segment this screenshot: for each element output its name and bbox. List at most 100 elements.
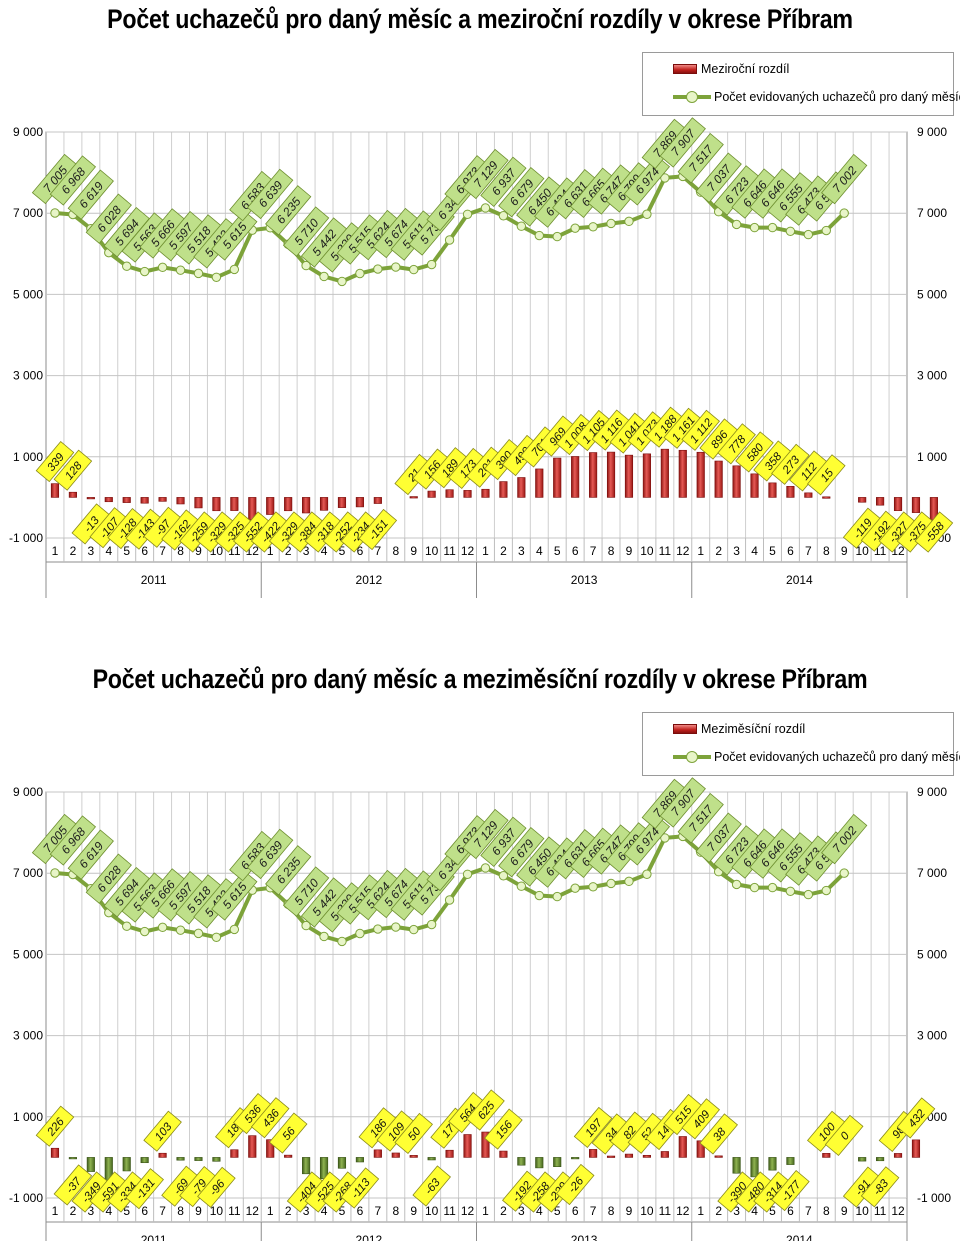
bar-data-label: -96 (197, 1166, 236, 1208)
bar (624, 1153, 634, 1158)
series-point (157, 262, 168, 273)
year-label: 2014 (786, 573, 813, 587)
bar (911, 497, 921, 513)
bar (409, 1155, 418, 1158)
y-tick-label-right: 7 000 (917, 206, 947, 220)
bar (822, 1153, 831, 1158)
legend-item-line: Počet evidovaných uchazečů pro daný měsí… (673, 749, 960, 765)
series-point (157, 922, 168, 933)
x-tick-label: 5 (123, 1204, 130, 1218)
bar (463, 1134, 472, 1158)
bar (373, 497, 382, 504)
year-label: 2012 (356, 1233, 383, 1241)
y-tick-label-right: 9 000 (917, 785, 947, 799)
bar-data-label-bg (412, 1165, 451, 1207)
bar-data-label-bg (35, 441, 75, 483)
series-point (749, 222, 760, 233)
bar (337, 497, 347, 508)
y-tick-label-left: 5 000 (13, 287, 43, 301)
bar-data-label-bg (394, 1112, 433, 1154)
series-point (767, 882, 778, 893)
bar (553, 1157, 562, 1167)
bar-data-label-bg (484, 1108, 523, 1150)
bar (140, 497, 149, 504)
line-data-label-bg (247, 168, 294, 220)
x-tick-label: 5 (554, 544, 561, 558)
series-point (175, 265, 186, 275)
bar (68, 1157, 77, 1160)
x-tick-label: 5 (769, 544, 776, 558)
series-point (211, 932, 222, 942)
series-point (624, 876, 634, 887)
chart-title: Počet uchazečů pro daný měsíc a meziměsí… (92, 664, 868, 694)
y-tick-label-left: 7 000 (13, 866, 43, 880)
bar (176, 497, 185, 505)
bar (176, 1157, 185, 1161)
series-point (229, 924, 240, 935)
x-tick-label: 10 (855, 1204, 869, 1218)
bar (517, 1157, 526, 1166)
x-tick-label: 10 (425, 1204, 439, 1218)
x-tick-label: 1 (697, 1204, 704, 1218)
bar-data-label: -26 (555, 1163, 595, 1206)
x-tick-label: 4 (751, 544, 758, 558)
bar (499, 481, 508, 498)
bar-data-label-bg (807, 454, 846, 496)
x-tick-label: 12 (461, 1204, 475, 1218)
bar-data-label: -37 (53, 1164, 93, 1206)
x-tick-label: 5 (554, 1204, 561, 1218)
bar (104, 497, 113, 503)
x-tick-label: 1 (52, 544, 59, 558)
bar (553, 457, 562, 498)
x-tick-label: 7 (590, 1204, 597, 1218)
line-data-label-bg (480, 816, 527, 867)
series-point (409, 264, 419, 275)
x-tick-label: 8 (608, 544, 615, 558)
line-data-label-bg (282, 206, 330, 257)
line-data-label-bg (498, 827, 545, 878)
series-point (122, 261, 132, 271)
x-tick-label: 3 (733, 544, 740, 558)
line-data-label-bg (247, 828, 294, 880)
x-tick-label: 11 (659, 1204, 672, 1218)
bar (804, 492, 813, 498)
bar (302, 497, 311, 514)
bar-data-label-bg (555, 1163, 595, 1206)
y-tick-label-right: 5 000 (917, 287, 947, 301)
series-point (534, 230, 544, 241)
x-tick-label: 1 (482, 544, 489, 558)
x-tick-label: 6 (357, 544, 364, 558)
bar (373, 1149, 382, 1158)
line-data-label-bg (623, 815, 671, 866)
x-tick-label: 10 (855, 544, 869, 558)
x-tick-label: 5 (339, 1204, 346, 1218)
series-point (767, 222, 778, 233)
series-point (660, 173, 670, 183)
bar (535, 468, 544, 498)
series-point (480, 203, 491, 213)
bar (911, 1139, 921, 1158)
line-data-label-bg (677, 133, 724, 184)
x-tick-label: 2 (285, 1204, 292, 1218)
series-point (731, 879, 742, 890)
bar (355, 497, 364, 508)
bar-data-label-bg (143, 1110, 182, 1152)
line-data-label-bg (462, 148, 509, 200)
bar-data-label-bg (358, 508, 398, 551)
bar (337, 1157, 347, 1169)
x-tick-label: 8 (392, 1204, 399, 1218)
line-data-label-bg (211, 870, 258, 921)
line-data-label-bg (265, 845, 312, 896)
legend-label: Počet evidovaných uchazečů pro daný měsí… (714, 750, 960, 764)
bar (248, 1135, 257, 1158)
series-point (803, 889, 814, 900)
series-point (373, 264, 383, 274)
bar (571, 456, 580, 498)
bar (786, 486, 795, 498)
bar (140, 1157, 149, 1164)
legend-item-line: Počet evidovaných uchazečů pro daný měsí… (673, 89, 960, 105)
bar (624, 454, 634, 498)
line-data-label: 7 002 (821, 813, 868, 865)
